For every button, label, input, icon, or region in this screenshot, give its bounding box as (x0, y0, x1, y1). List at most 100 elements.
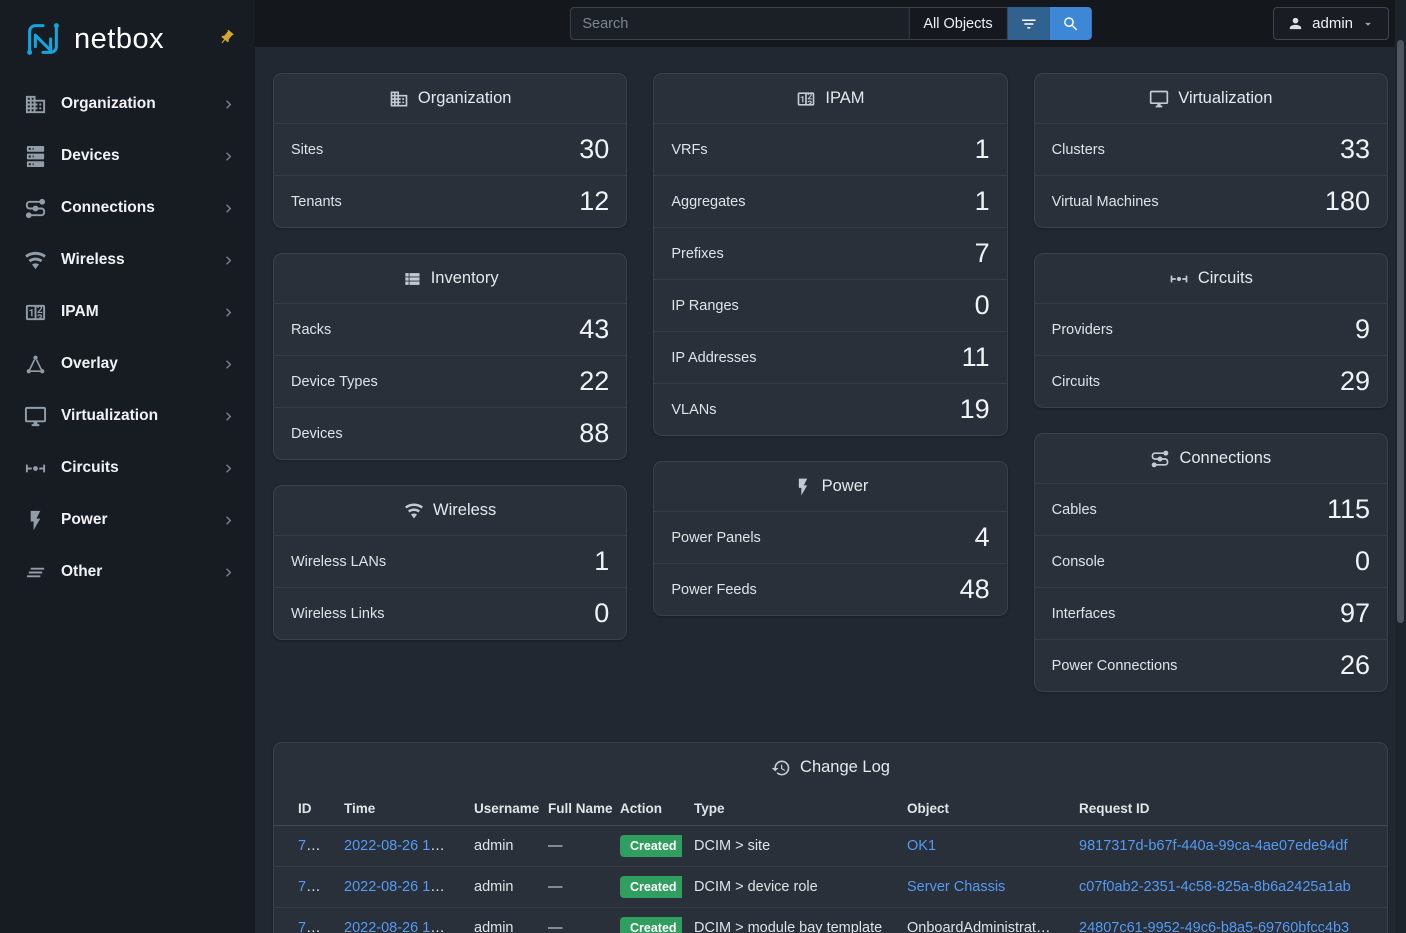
stat-row-clusters[interactable]: Clusters 33 (1034, 123, 1387, 175)
cable-icon (1150, 449, 1170, 469)
change-id-link[interactable]: 755 (298, 838, 323, 854)
column-header-id[interactable]: ID (274, 792, 332, 826)
stat-value: 11 (961, 342, 990, 372)
sidebar-item-connections[interactable]: Connections (0, 182, 255, 234)
sidebar-item-virtualization[interactable]: Virtualization (0, 390, 255, 442)
change-request-id-link[interactable]: 9817317d-b67f-440a-99ca-4ae07ede94df (1079, 838, 1348, 854)
stat-row-prefixes[interactable]: Prefixes 7 (654, 227, 1007, 279)
card-power-header: Power (654, 462, 1006, 511)
stat-row-power-panels[interactable]: Power Panels 4 (654, 511, 1007, 563)
stat-label: VLANs (671, 401, 717, 418)
stat-row-power-connections[interactable]: Power Connections 26 (1034, 639, 1387, 691)
stat-row-vlans[interactable]: VLANs 19 (654, 383, 1007, 435)
search-button[interactable] (1049, 7, 1092, 40)
stat-label: IP Addresses (671, 349, 757, 366)
change-username: admin (462, 825, 536, 867)
sidebar-item-label: Overlay (61, 355, 118, 372)
stat-label: Device Types (291, 373, 378, 390)
stat-row-virtual-machines[interactable]: Virtual Machines 180 (1034, 175, 1387, 227)
column-header-action[interactable]: Action (608, 792, 682, 826)
stat-value: 33 (1339, 134, 1370, 164)
stat-row-aggregates[interactable]: Aggregates 1 (654, 175, 1007, 227)
stat-value: 30 (579, 134, 610, 164)
sidebar-item-label: Other (61, 563, 103, 580)
stat-row-providers[interactable]: Providers 9 (1034, 303, 1387, 355)
change-time-link[interactable]: 2022-08-26 14:15 (344, 920, 459, 933)
logo-row: netbox (0, 0, 255, 78)
stat-row-wireless-lans[interactable]: Wireless LANs 1 (274, 535, 627, 587)
scrollbar-thumb[interactable] (1397, 40, 1404, 623)
sidebar-item-organization[interactable]: Organization (0, 78, 255, 130)
change-object-link[interactable]: OK1 (907, 838, 937, 854)
sidebar-item-devices[interactable]: Devices (0, 130, 255, 182)
sidebar-item-other[interactable]: Other (0, 546, 255, 598)
sidebar-item-label: Circuits (61, 459, 119, 476)
change-username: admin (462, 907, 536, 933)
sidebar-item-overlay[interactable]: Overlay (0, 338, 255, 390)
column-header-full-name[interactable]: Full Name (536, 792, 613, 826)
stat-row-console[interactable]: Console 0 (1034, 535, 1387, 587)
stat-row-racks[interactable]: Racks 43 (274, 303, 627, 355)
card-connections-header: Connections (1035, 434, 1387, 483)
changelog-title: Change Log (800, 758, 890, 776)
change-request-id-link[interactable]: 24807c61-9952-49c6-b8a5-69760bfcc4b3 (1079, 920, 1350, 933)
stat-row-cables[interactable]: Cables 115 (1034, 483, 1387, 535)
sidebar-item-label: Virtualization (61, 407, 159, 424)
search-input[interactable] (569, 7, 910, 40)
stat-row-ip-ranges[interactable]: IP Ranges 0 (654, 279, 1007, 331)
change-time-link[interactable]: 2022-08-26 14:22 (344, 838, 459, 854)
column-header-time[interactable]: Time (332, 792, 462, 826)
stat-label: Power Panels (671, 529, 761, 546)
stat-value: 7 (974, 238, 990, 268)
netbox-logo[interactable]: netbox (22, 18, 164, 60)
stat-row-sites[interactable]: Sites 30 (274, 123, 627, 175)
sidebar-item-circuits[interactable]: Circuits (0, 442, 255, 494)
stat-row-ip-addresses[interactable]: IP Addresses 11 (654, 331, 1007, 383)
pin-icon[interactable] (215, 26, 239, 50)
change-full-name: — (536, 907, 608, 933)
stat-value: 1 (974, 134, 990, 164)
change-object-link[interactable]: Server Chassis (907, 879, 1006, 895)
stat-row-tenants[interactable]: Tenants 12 (274, 175, 627, 227)
stat-row-vrfs[interactable]: VRFs 1 (654, 123, 1007, 175)
column-header-type[interactable]: Type (682, 792, 895, 826)
changelog-card: Change Log ID Time Username Full Name Ac (273, 742, 1388, 933)
cards-column-3: Virtualization Clusters 33 Virtual Machi… (1033, 73, 1388, 692)
change-time-link[interactable]: 2022-08-26 14:17 (344, 879, 459, 895)
stat-row-wireless-links[interactable]: Wireless Links 0 (274, 587, 627, 639)
user-icon (1287, 15, 1304, 32)
stat-row-interfaces[interactable]: Interfaces 97 (1034, 587, 1387, 639)
column-header-object[interactable]: Object (895, 792, 1067, 826)
chevron-right-icon (220, 96, 237, 113)
chevron-right-icon (220, 304, 237, 321)
stat-value: 1 (974, 186, 990, 216)
stat-label: IP Ranges (671, 297, 739, 314)
overlay-graph-icon (24, 353, 47, 376)
circuit-icon (24, 457, 47, 480)
stat-value: 12 (579, 186, 610, 216)
card-organization: Organization Sites 30 Tenants 12 (273, 73, 628, 228)
changelog-header: Change Log (274, 743, 1387, 792)
page-scrollbar[interactable] (1395, 0, 1406, 933)
dashboard: Organization Sites 30 Tenants 12 (255, 47, 1406, 933)
stat-row-circuits[interactable]: Circuits 29 (1034, 355, 1387, 407)
stat-row-power-feeds[interactable]: Power Feeds 48 (654, 563, 1007, 615)
change-id-link[interactable]: 753 (298, 920, 323, 933)
change-request-id-link[interactable]: c07f0ab2-2351-4c58-825a-8b6a2425a1ab (1079, 879, 1351, 895)
changelog-row: 754 2022-08-26 14:17 admin — Created DCI… (274, 866, 1387, 908)
stat-row-devices[interactable]: Devices 88 (274, 407, 627, 459)
card-organization-header: Organization (274, 74, 626, 123)
server-icon (24, 145, 47, 168)
stat-label: Interfaces (1051, 605, 1116, 622)
sidebar-item-wireless[interactable]: Wireless (0, 234, 255, 286)
search-scope-button[interactable]: All Objects (909, 7, 1008, 40)
sidebar-item-power[interactable]: Power (0, 494, 255, 546)
stat-row-device-types[interactable]: Device Types 22 (274, 355, 627, 407)
user-menu-button[interactable]: admin (1273, 7, 1389, 40)
column-header-username[interactable]: Username (462, 792, 539, 826)
stat-value: 29 (1339, 366, 1370, 396)
change-id-link[interactable]: 754 (298, 879, 323, 895)
sidebar-item-ipam[interactable]: IPAM (0, 286, 255, 338)
filter-button[interactable] (1007, 7, 1050, 40)
column-header-request-id[interactable]: Request ID (1067, 792, 1387, 826)
